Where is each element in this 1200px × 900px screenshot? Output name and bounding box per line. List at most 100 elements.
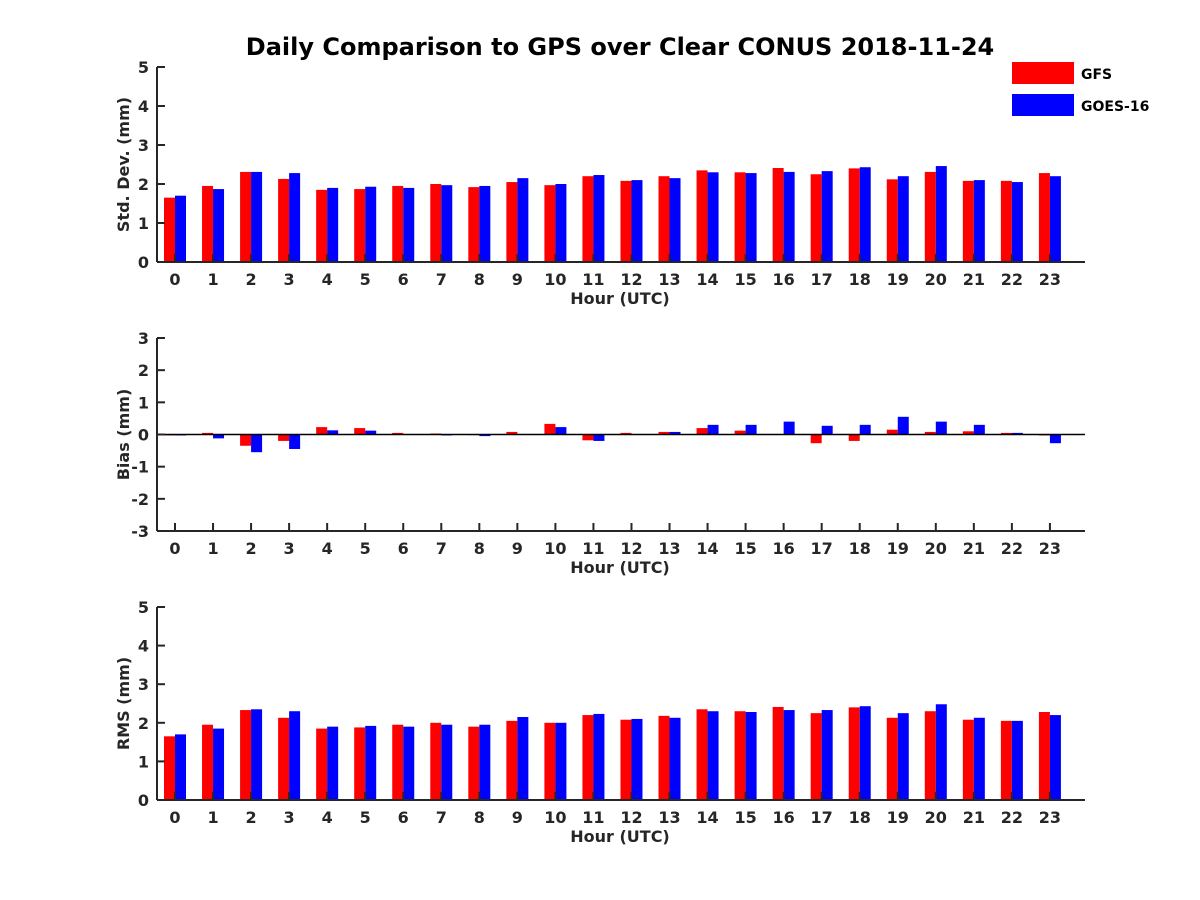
stddev-xtick-label: 18 <box>849 270 871 289</box>
rms-bar-gfs-6 <box>392 724 404 800</box>
rms-bar-goes16-10 <box>555 722 567 800</box>
rms-ytick-label: 5 <box>138 598 149 617</box>
stddev-ytick-label: 2 <box>138 175 149 194</box>
bias-xtick-label: 13 <box>658 539 680 558</box>
stddev-ytick-label: 5 <box>138 58 149 77</box>
rms-bar-gfs-15 <box>734 711 746 800</box>
stddev-bar-gfs-7 <box>430 184 442 262</box>
bias-xtick-label: 16 <box>773 539 795 558</box>
bias-bar-goes16-21 <box>973 424 985 435</box>
bias-ylabel: Bias (mm) <box>114 389 133 481</box>
bias-ytick-label: 3 <box>138 329 149 348</box>
bias-bar-goes16-2 <box>251 434 263 453</box>
bias-bar-gfs-12 <box>620 432 632 435</box>
rms-bar-gfs-22 <box>1000 720 1012 800</box>
rms-xtick-label: 15 <box>734 808 756 827</box>
rms-xtick-label: 0 <box>169 808 180 827</box>
bias-bar-gfs-17 <box>810 434 822 444</box>
bias-xtick-label: 19 <box>887 539 909 558</box>
stddev-xtick-label: 7 <box>436 270 447 289</box>
stddev-bar-goes16-6 <box>403 187 415 262</box>
stddev-xtick-label: 20 <box>925 270 947 289</box>
stddev-bar-gfs-13 <box>658 176 670 262</box>
rms-ytick-label: 0 <box>138 791 149 810</box>
bias-xtick-label: 14 <box>696 539 718 558</box>
bias-ytick-label: -1 <box>131 458 149 477</box>
bias-xtick-label: 23 <box>1039 539 1061 558</box>
stddev-bar-goes16-16 <box>783 171 795 262</box>
stddev-xlabel: Hour (UTC) <box>570 289 670 308</box>
rms-bar-goes16-12 <box>631 718 643 800</box>
stddev-xtick-label: 22 <box>1001 270 1023 289</box>
stddev-bar-gfs-22 <box>1000 180 1012 262</box>
bias-bar-gfs-20 <box>924 431 936 435</box>
bias-xtick-label: 2 <box>246 539 257 558</box>
rms-xtick-label: 7 <box>436 808 447 827</box>
rms-bar-gfs-3 <box>278 717 290 800</box>
rms-bar-goes16-22 <box>1011 720 1023 800</box>
stddev-bar-gfs-5 <box>354 189 366 262</box>
stddev-bar-goes16-5 <box>365 186 377 262</box>
stddev-bar-goes16-18 <box>859 167 871 262</box>
rms-bar-gfs-14 <box>696 709 708 800</box>
stddev-xtick-label: 16 <box>773 270 795 289</box>
legend: GFS GOES-16 <box>1012 62 1149 116</box>
rms-bar-gfs-1 <box>202 724 214 800</box>
rms-bar-gfs-16 <box>772 706 784 800</box>
bias-bar-goes16-3 <box>289 434 301 449</box>
stddev-bar-goes16-10 <box>555 184 567 262</box>
rms-bar-goes16-20 <box>935 704 947 800</box>
rms-xtick-label: 12 <box>620 808 642 827</box>
rms-bar-goes16-8 <box>479 724 491 800</box>
bias-bar-gfs-4 <box>316 427 328 435</box>
bias-bar-gfs-14 <box>696 428 708 435</box>
rms-xtick-label: 6 <box>398 808 409 827</box>
stddev-bar-gfs-6 <box>392 185 404 262</box>
rms-ylabel: RMS (mm) <box>114 657 133 750</box>
stddev-bar-goes16-21 <box>973 180 985 262</box>
stddev-ytick-label: 3 <box>138 136 149 155</box>
rms-bar-gfs-8 <box>468 726 480 800</box>
bias-bar-gfs-19 <box>886 429 898 435</box>
rms-xtick-label: 1 <box>207 808 218 827</box>
bias-bar-goes16-22 <box>1011 432 1023 435</box>
bias-xtick-label: 3 <box>284 539 295 558</box>
stddev-xtick-label: 17 <box>811 270 833 289</box>
rms-xtick-label: 4 <box>322 808 333 827</box>
rms-bar-goes16-21 <box>973 717 985 800</box>
bias-xtick-label: 4 <box>322 539 333 558</box>
rms-bar-goes16-0 <box>175 734 186 800</box>
rms-bar-gfs-2 <box>240 710 252 800</box>
rms-bar-gfs-11 <box>582 715 594 800</box>
stddev-bar-gfs-2 <box>240 171 252 262</box>
stddev-bar-goes16-9 <box>517 178 529 262</box>
bias-xtick-label: 11 <box>582 539 604 558</box>
rms-bar-goes16-2 <box>251 709 263 800</box>
stddev-bar-goes16-17 <box>821 171 833 262</box>
rms-bar-goes16-18 <box>859 706 871 800</box>
rms-ytick-label: 1 <box>138 752 149 771</box>
rms-xtick-label: 10 <box>544 808 566 827</box>
stddev-bar-gfs-17 <box>810 174 822 262</box>
stddev-bar-gfs-16 <box>772 168 784 262</box>
bias-xtick-label: 15 <box>734 539 756 558</box>
rms-bar-gfs-21 <box>962 719 974 800</box>
rms-bar-gfs-4 <box>316 728 328 800</box>
stddev-bar-goes16-22 <box>1011 182 1023 262</box>
rms-bar-gfs-13 <box>658 715 670 800</box>
bias-ytick-label: 0 <box>138 426 149 445</box>
rms-bar-gfs-12 <box>620 719 632 800</box>
stddev-bar-gfs-4 <box>316 189 328 262</box>
bias-bar-gfs-21 <box>962 431 974 435</box>
bias-bar-goes16-1 <box>213 434 225 439</box>
stddev-xtick-label: 1 <box>207 270 218 289</box>
stddev-xtick-label: 9 <box>512 270 523 289</box>
stddev-xtick-label: 14 <box>696 270 718 289</box>
bias-bar-gfs-2 <box>240 434 252 446</box>
bias-xtick-label: 1 <box>207 539 218 558</box>
rms-bar-goes16-11 <box>593 713 605 800</box>
bias-bar-goes16-20 <box>935 421 947 435</box>
bias-ytick-label: 2 <box>138 361 149 380</box>
